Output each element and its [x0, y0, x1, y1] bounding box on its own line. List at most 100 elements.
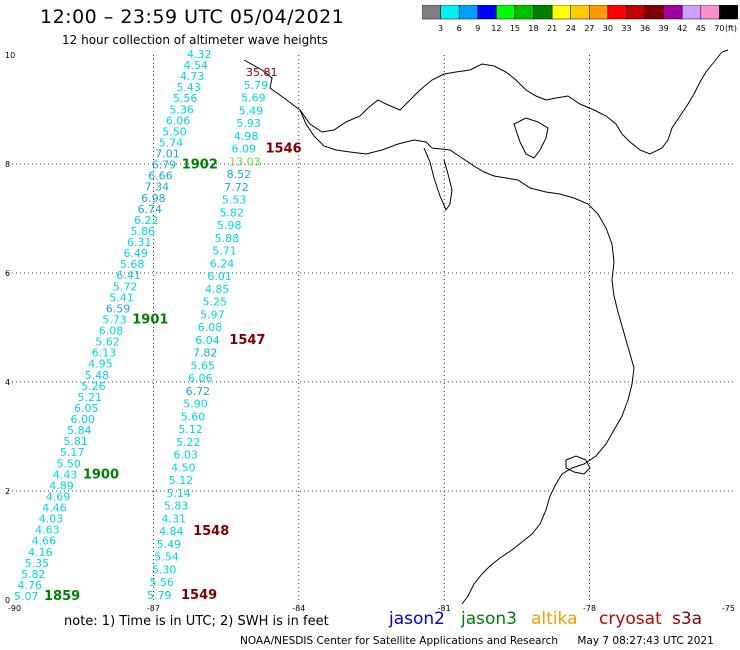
jason3-pass-swh-value: 4.32: [187, 48, 212, 61]
jason3-pass-swh-value: 6.08: [99, 325, 124, 338]
jason3-pass-swh-value: 4.89: [49, 479, 74, 492]
s3a-pass-swh-value: 6.72: [186, 385, 211, 398]
map-title: 12:00 – 23:59 UTC 05/04/2021: [40, 6, 345, 28]
jason3-pass-swh-value: 6.59: [106, 302, 131, 315]
jason3-pass-swh-value: 5.35: [25, 557, 49, 570]
s3a-pass-swh-value: 35.81: [246, 66, 278, 79]
s3a-pass-swh-value: 5.79: [244, 79, 269, 92]
scale-unit: (ft): [725, 24, 737, 33]
s3a-pass-swh-value: 5.54: [154, 551, 179, 564]
scale-label: 24: [566, 24, 576, 33]
jason3-pass-swh-value: 5.07: [14, 590, 39, 603]
jason3-pass-swh-value: 5.48: [85, 369, 110, 382]
jason3-pass-swh-value: 5.50: [56, 457, 81, 470]
scale-label: 33: [621, 24, 631, 33]
s3a-pass-swh-value: 8.52: [227, 168, 252, 181]
s3a-pass-swh-value: 5.83: [164, 500, 189, 513]
lon-tick-label: -90: [8, 604, 21, 613]
jason3-pass-swh-value: 5.81: [63, 435, 88, 448]
jason3-pass-swh-value: 4.63: [35, 524, 60, 537]
jason3-pass-swh-value: 6.41: [116, 269, 141, 282]
s3a-pass-swh-value: 5.49: [157, 538, 182, 551]
jason3-pass-swh-value: 6.98: [141, 192, 166, 205]
scale-label: 6: [457, 24, 462, 33]
jason3-pass-swh-value: 5.82: [21, 568, 46, 581]
jason3-pass-swh-value: 6.31: [127, 236, 151, 249]
s3a-pass-swh-value: 4.50: [171, 461, 196, 474]
scale-swatch: [422, 5, 441, 20]
s3a-pass-swh-value: 5.88: [215, 232, 240, 245]
footer-timestamp: May 7 08:27:43 UTC 2021: [577, 635, 714, 647]
jason3-pass-swh-value: 4.03: [39, 513, 64, 526]
jason3-pass-swh-value: 7.01: [155, 148, 180, 161]
s3a-pass-swh-value: 7.82: [193, 347, 218, 360]
scale-swatch: [681, 5, 702, 20]
s3a-pass-swh-value: 5.79: [147, 589, 172, 602]
s3a-pass-swh-value: 4.31: [161, 512, 186, 525]
scale-swatch: [496, 5, 516, 20]
scale-label: 42: [677, 24, 687, 33]
jason3-pass-swh-value: 4.43: [53, 468, 77, 481]
jason3-pass-swh-value: 5.74: [159, 136, 184, 149]
scale-label: 12: [491, 24, 501, 33]
jason3-pass-swh-value: 5.62: [95, 336, 120, 349]
scale-label: 30: [603, 24, 613, 33]
s3a-pass-swh-value: 5.25: [203, 296, 228, 309]
scale-label: 18: [528, 24, 538, 33]
legend-jason3: jason3: [461, 609, 517, 629]
s3a-pass-swh-value: 6.03: [174, 449, 199, 462]
jason3-pass-swh-value: 5.43: [176, 81, 201, 94]
s3a-pass-swh-value: 7.72: [224, 181, 249, 194]
jason3-pass-swh-value: 5.21: [78, 391, 103, 404]
scale-swatch: [477, 5, 497, 20]
jason3-pass-swh-value: 5.84: [67, 424, 92, 437]
scale-swatch: [607, 5, 627, 20]
s3a-pass-swh-value: 5.53: [222, 194, 247, 207]
legend-jason2: jason2: [389, 609, 445, 629]
s3a-pass-swh-value: 5.69: [241, 92, 265, 105]
legend-s3a: s3a: [672, 609, 703, 629]
lon-tick-label: -75: [722, 604, 735, 613]
s3a-pass-swh-value: 6.06: [188, 372, 213, 385]
scale-swatch: [533, 5, 553, 20]
s3a-pass-swh-value: 5.93: [236, 117, 261, 130]
scale-swatch: [719, 5, 738, 20]
s3a-pass-swh-value: 5.97: [200, 308, 225, 321]
jason3-pass-swh-value: 6.79: [152, 159, 177, 172]
s3a-pass-time-label: 1548: [193, 524, 229, 539]
footer-credit: NOAA/NESDIS Center for Satellite Applica…: [240, 635, 558, 647]
s3a-pass-swh-value: 5.49: [239, 104, 264, 117]
note-text: note: 1) Time is in UTC; 2) SWH is in fe…: [64, 614, 329, 629]
jason3-pass-swh-value: 5.17: [60, 446, 85, 459]
jason3-pass-swh-value: 6.05: [74, 402, 99, 415]
scale-label: 3: [438, 24, 443, 33]
map-subtitle: 12 hour collection of altimeter wave hei…: [62, 33, 328, 47]
s3a-pass-swh-value: 6.08: [198, 321, 223, 334]
lat-tick-label: 0: [5, 596, 10, 605]
lat-tick-label: 2: [5, 487, 10, 496]
jason3-pass-swh-value: 5.50: [162, 125, 187, 138]
s3a-pass-swh-value: 5.30: [152, 563, 177, 576]
lon-tick-label: -81: [438, 604, 451, 613]
jason3-pass-swh-value: 7.34: [145, 181, 170, 194]
s3a-pass-swh-value: 6.24: [210, 257, 235, 270]
s3a-pass-swh-value: 5.56: [149, 576, 174, 589]
s3a-pass-swh-value: 5.22: [176, 436, 201, 449]
scale-swatch: [551, 5, 571, 20]
lat-tick-label: 4: [5, 378, 10, 387]
scale-label: 39: [659, 24, 669, 33]
s3a-pass-swh-value: 13.03: [229, 155, 261, 168]
scale-label: 36: [640, 24, 650, 33]
axis-labels: -90 -87 -84 -81 -78 -75 0 2 4 6 8 10: [5, 51, 735, 613]
scale-label: 70: [714, 24, 724, 33]
scale-label: 15: [510, 24, 520, 33]
graticule-grid: [8, 55, 735, 600]
jason3-pass-swh-value: 4.54: [183, 59, 208, 72]
jason3-pass-swh-value: 4.73: [180, 70, 205, 83]
jason3-pass-swh-value: 6.74: [138, 203, 163, 216]
scale-swatch: [440, 5, 460, 20]
jason3-pass-time-label: 1902: [182, 158, 218, 173]
s3a-pass-swh-value: 5.12: [178, 423, 203, 436]
scale-label: 21: [547, 24, 557, 33]
